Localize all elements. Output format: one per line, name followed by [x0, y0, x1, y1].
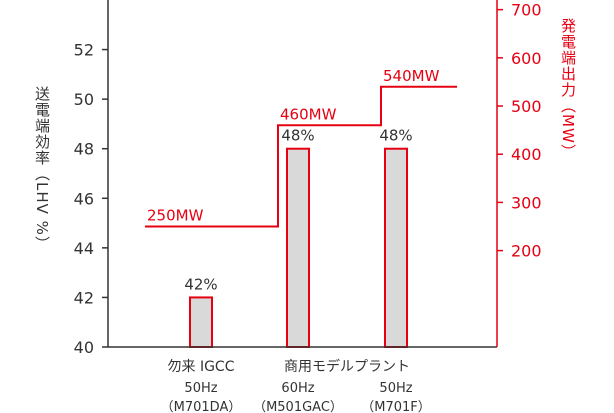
category-model-label-2: （M701F）: [361, 400, 431, 413]
power-value-label-2: 540MW: [383, 67, 440, 85]
efficiency-bar-0: [189, 296, 213, 348]
category-freq-label-1: 60Hz: [281, 381, 314, 396]
bar-value-label-0: 42%: [184, 275, 217, 293]
power-value-label-0: 250MW: [147, 207, 204, 225]
y-tick-label-52: 52: [74, 41, 94, 60]
y-tick-label-48: 48: [74, 140, 94, 159]
category-freq-label-2: 50Hz: [379, 381, 412, 396]
power-line-group: [145, 85, 457, 228]
y-tick-label-44: 44: [74, 239, 94, 258]
category-freq-label-0: 50Hz: [184, 381, 217, 396]
y-tick-label-50: 50: [74, 90, 94, 109]
bar-value-label-2: 48%: [379, 127, 412, 145]
y-tick-label-42: 42: [74, 288, 94, 307]
y2-tick-label-300: 300: [511, 193, 542, 212]
category-label-0: 勿来 IGCC: [168, 359, 235, 375]
y-tick-label-46: 46: [74, 189, 94, 208]
y-axis-label-left: 送電端効率（LHV %）: [33, 86, 51, 252]
y2-tick-label-700: 700: [511, 1, 542, 20]
efficiency-bar-2: [384, 147, 408, 348]
axes-group: 40 42 44 46 48 50 52 200 300 400 500 600 700: [74, 0, 542, 357]
y2-tick-label-600: 600: [511, 49, 542, 68]
power-output-line: [145, 85, 457, 228]
power-value-label-1: 460MW: [280, 105, 337, 123]
efficiency-bar-1: [286, 147, 310, 348]
bar-group: [189, 147, 408, 348]
category-model-label-1: （M501GAC）: [253, 400, 343, 413]
y-tick-label-40: 40: [74, 338, 94, 357]
category-group-label: 商用モデルプラント: [284, 358, 410, 375]
category-model-label-0: （M701DA）: [161, 400, 242, 413]
y2-tick-label-500: 500: [511, 97, 542, 116]
y-axis-label-right: 発電端出力（MW）: [559, 18, 577, 160]
y2-tick-label-400: 400: [511, 145, 542, 164]
label-group: 42% 48% 48% 250MW 460MW 540MW 勿来 IGCC 50Hz （M701…: [147, 67, 440, 413]
y2-tick-label-200: 200: [511, 242, 542, 261]
bar-value-label-1: 48%: [281, 127, 314, 145]
